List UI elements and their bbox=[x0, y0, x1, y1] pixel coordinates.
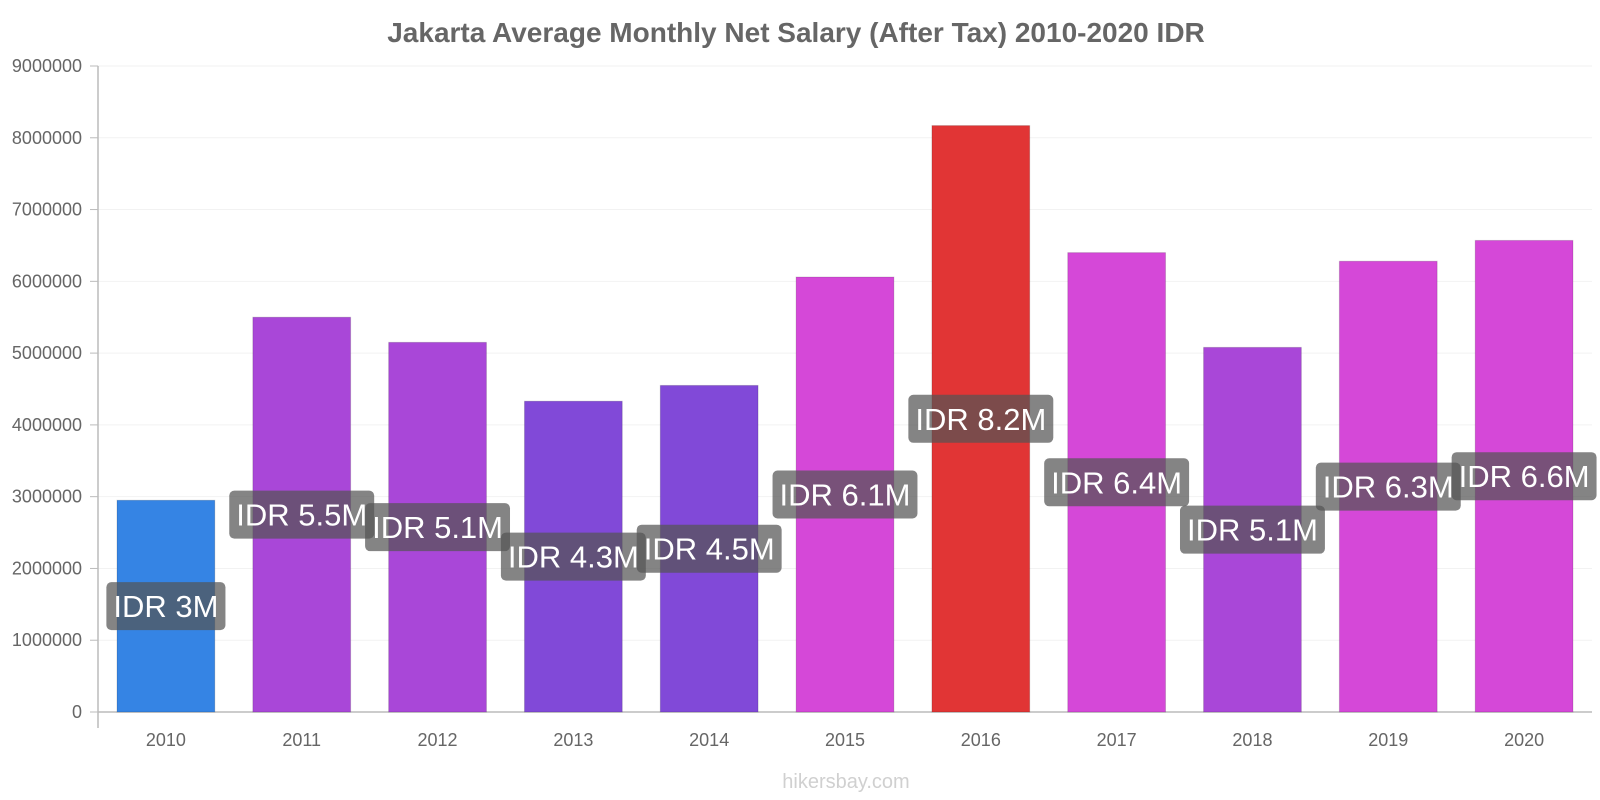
value-label-box bbox=[229, 490, 375, 539]
x-tick-label: 2011 bbox=[282, 730, 321, 750]
y-tick-label: 6000000 bbox=[12, 271, 82, 291]
value-label-2017: IDR 6.4M bbox=[1044, 458, 1190, 507]
y-tick-label: 9000000 bbox=[12, 56, 82, 76]
y-axis-ticks: 0 1000000 2000000 3000000 4000000 5000000 6000… bbox=[12, 56, 98, 722]
value-label-box bbox=[908, 394, 1054, 443]
value-label-text: IDR 5.1M bbox=[372, 510, 503, 545]
bars bbox=[116, 125, 1574, 713]
value-label-box bbox=[1315, 462, 1461, 511]
x-tick-label: 2015 bbox=[825, 730, 865, 750]
value-label-box bbox=[1451, 452, 1597, 501]
y-tick-label: 2000000 bbox=[12, 558, 82, 578]
value-label-2011: IDR 5.5M bbox=[229, 490, 375, 539]
value-label-2010: IDR 3M bbox=[106, 582, 226, 631]
value-label-2012: IDR 5.1M bbox=[365, 503, 511, 552]
value-label-text: IDR 5.1M bbox=[1187, 513, 1318, 548]
x-tick-label: 2012 bbox=[418, 730, 458, 750]
value-label-text: IDR 8.2M bbox=[915, 402, 1046, 437]
x-tick-label: 2020 bbox=[1504, 730, 1544, 750]
value-label-box bbox=[1179, 505, 1325, 554]
value-label-2018: IDR 5.1M bbox=[1179, 505, 1325, 554]
value-label-text: IDR 3M bbox=[113, 589, 218, 624]
chart-title: Jakarta Average Monthly Net Salary (Afte… bbox=[387, 17, 1205, 48]
watermark-text: hikersbay.com bbox=[782, 771, 909, 793]
x-tick-label: 2017 bbox=[1097, 730, 1137, 750]
value-label-text: IDR 6.4M bbox=[1051, 465, 1182, 500]
y-tick-label: 7000000 bbox=[12, 200, 82, 220]
x-tick-label: 2016 bbox=[961, 730, 1001, 750]
value-label-text: IDR 6.1M bbox=[780, 478, 911, 513]
value-label-2020: IDR 6.6M bbox=[1451, 452, 1597, 501]
y-tick-label: 1000000 bbox=[12, 630, 82, 650]
value-label-box bbox=[365, 503, 511, 552]
value-label-box bbox=[1044, 458, 1190, 507]
y-tick-label: 4000000 bbox=[12, 415, 82, 435]
value-label-box bbox=[500, 532, 646, 581]
value-label-box bbox=[106, 582, 226, 631]
x-tick-label: 2014 bbox=[689, 730, 729, 750]
value-label-2016: IDR 8.2M bbox=[908, 394, 1054, 443]
y-tick-label: 0 bbox=[72, 702, 82, 722]
value-label-2015: IDR 6.1M bbox=[772, 470, 918, 519]
value-label-2013: IDR 4.3M bbox=[500, 532, 646, 581]
value-label-text: IDR 6.3M bbox=[1323, 470, 1454, 505]
y-tick-label: 5000000 bbox=[12, 343, 82, 363]
x-tick-label: 2013 bbox=[553, 730, 593, 750]
x-tick-label: 2019 bbox=[1368, 730, 1408, 750]
value-label-text: IDR 4.5M bbox=[644, 532, 775, 567]
y-tick-label: 8000000 bbox=[12, 128, 82, 148]
value-label-2014: IDR 4.5M bbox=[636, 524, 782, 573]
x-tick-label: 2010 bbox=[146, 730, 186, 750]
value-label-2019: IDR 6.3M bbox=[1315, 462, 1461, 511]
x-tick-label: 2018 bbox=[1232, 730, 1272, 750]
value-label-text: IDR 4.3M bbox=[508, 540, 639, 575]
value-label-text: IDR 5.5M bbox=[236, 498, 367, 533]
value-label-box bbox=[636, 524, 782, 573]
y-tick-label: 3000000 bbox=[12, 487, 82, 507]
value-label-box bbox=[772, 470, 918, 519]
value-label-text: IDR 6.6M bbox=[1459, 459, 1590, 494]
x-axis-ticks: 2010 2011 2012 2013 2014 2015 2016 2017 2018 2019… bbox=[146, 730, 1544, 750]
